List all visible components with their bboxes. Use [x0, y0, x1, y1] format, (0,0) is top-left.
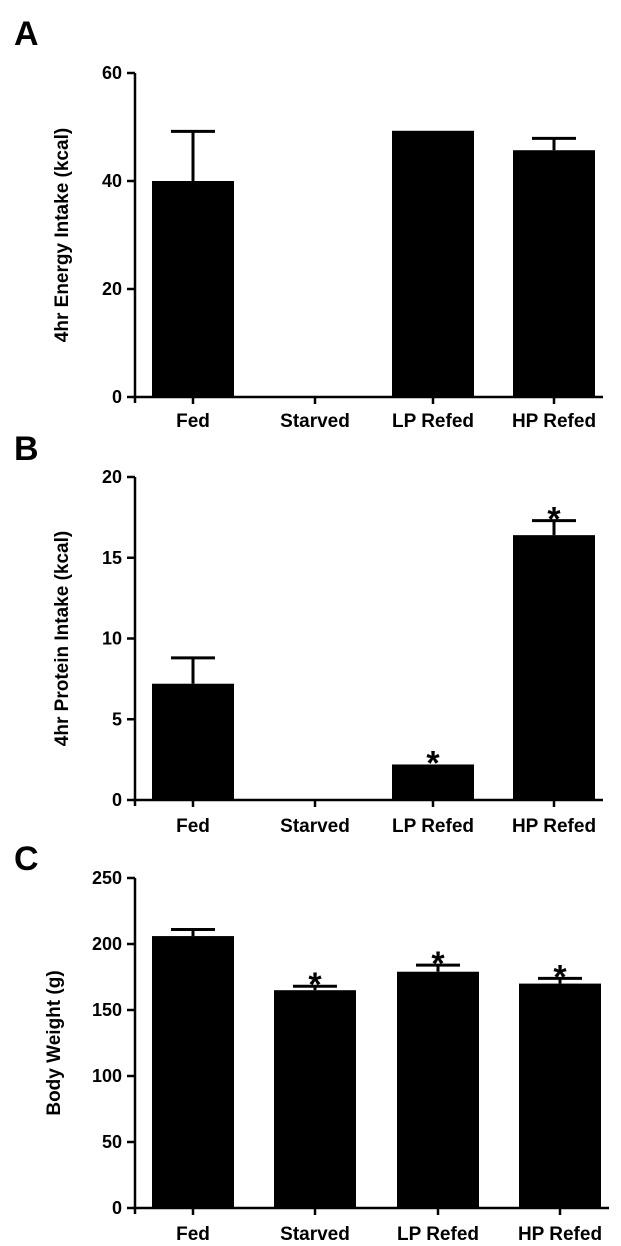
bar-lp-refed [392, 130, 474, 397]
category-label: Fed [176, 411, 210, 432]
y-tick-label: 20 [102, 279, 122, 299]
significance-marker: * [553, 958, 567, 996]
y-axis-title: 4hr Energy Intake (kcal) [52, 128, 73, 342]
panel-a: A 0 20 40 60 4hr Energy Intake (kcal) Fed Starv… [14, 15, 603, 432]
y-tick-label: 40 [102, 171, 122, 191]
y-tick-label: 250 [92, 868, 122, 888]
y-tick-label: 100 [92, 1066, 122, 1086]
panel-letter: C [14, 840, 39, 878]
bar-lp-refed [397, 971, 479, 1208]
y-tick-label: 0 [112, 790, 122, 810]
y-axis-title: Body Weight (g) [44, 970, 65, 1115]
category-label: Fed [176, 816, 210, 837]
category-label: Fed [176, 1224, 210, 1245]
y-tick-label: 150 [92, 1000, 122, 1020]
y-tick-label: 10 [102, 629, 122, 649]
category-label: LP Refed [392, 816, 474, 837]
y-tick-label: 50 [102, 1132, 122, 1152]
y-tick-label: 200 [92, 934, 122, 954]
bar-hp-refed [519, 983, 601, 1208]
category-label: Starved [280, 816, 350, 837]
category-label: HP Refed [512, 816, 596, 837]
bar-hp-refed [513, 535, 595, 800]
significance-marker: * [308, 966, 322, 1004]
significance-marker: * [426, 744, 440, 782]
panel-letter: A [14, 15, 39, 53]
category-label: HP Refed [512, 411, 596, 432]
y-tick-label: 0 [112, 1198, 122, 1218]
y-tick-label: 0 [112, 387, 122, 407]
bar-lp-refed [392, 764, 474, 800]
bar-starved [274, 990, 356, 1208]
y-tick-label: 15 [102, 548, 122, 568]
category-label: HP Refed [518, 1224, 602, 1245]
y-tick-label: 5 [112, 709, 122, 729]
bar-fed [152, 936, 234, 1208]
y-tick-label: 20 [102, 467, 122, 487]
significance-marker: * [431, 945, 445, 983]
category-label: LP Refed [397, 1224, 479, 1245]
y-axis-title: 4hr Protein Intake (kcal) [52, 531, 73, 746]
bar-hp-refed [513, 150, 595, 397]
panel-c: C 0 50 100 150 200 250 Body Weight (g) Fed Starve… [14, 840, 609, 1245]
category-label: Starved [280, 1224, 350, 1245]
significance-marker: * [547, 501, 561, 539]
panel-letter: B [14, 430, 39, 468]
category-label: LP Refed [392, 411, 474, 432]
y-tick-label: 60 [102, 63, 122, 83]
bar-fed [152, 181, 234, 397]
bar-fed [152, 683, 234, 800]
category-label: Starved [280, 411, 350, 432]
panel-b: B 0 5 10 15 20 4hr Protein Intake (kcal) Fed Sta… [14, 430, 603, 837]
